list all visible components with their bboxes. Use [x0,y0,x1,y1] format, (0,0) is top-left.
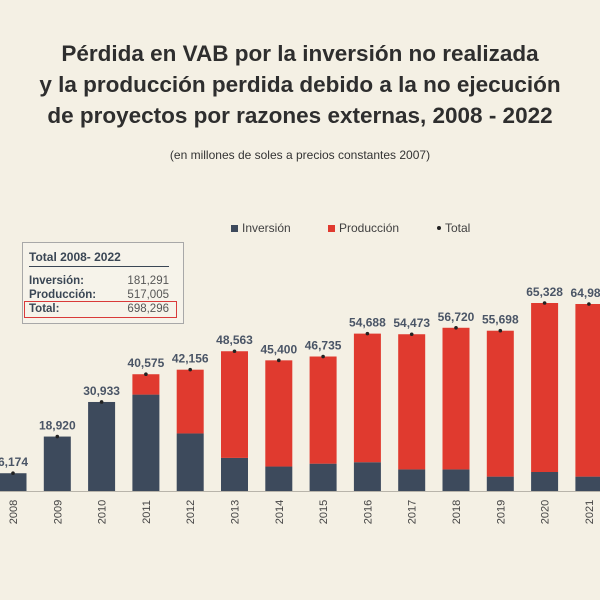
legend-item-total: Total [437,221,470,235]
total-marker [99,400,104,404]
x-tick-label: 2018 [451,500,463,524]
total-marker [232,349,237,354]
x-tick-label: 2020 [540,500,552,524]
legend-item-inversion: Inversión [231,221,291,235]
data-label: 64,982 [571,286,600,300]
summary-label: Producción: [29,289,97,301]
x-tick-label: 2012 [185,500,197,524]
data-label: 55,698 [482,313,519,327]
legend-marker-total [437,226,441,230]
bar-inversion [176,433,204,491]
legend-swatch-inversion [231,224,238,232]
bar-produccion [132,374,160,395]
chart-title: Pérdida en VAB por la inversión no reali… [0,38,600,131]
bar-inversion [531,472,559,491]
total-highlight-frame [24,301,177,318]
legend: Inversión Producción Total [0,221,600,237]
legend-label-total: Total [445,221,471,235]
chart-title-line: de proyectos por razones externas, 2008 … [47,103,553,128]
data-label: 30,933 [83,384,120,398]
x-tick-label: 2014 [274,500,286,524]
data-label: 54,473 [393,316,430,330]
total-marker [144,372,148,377]
total-marker [188,367,192,372]
data-label: 54,688 [349,316,386,330]
data-label: 46,735 [305,339,342,353]
legend-label-produccion: Producción [339,221,400,235]
data-label: 45,400 [260,342,297,356]
bar-produccion [486,330,514,477]
data-label: 18,920 [39,419,76,433]
bar-inversion [353,462,381,491]
bar-produccion [442,327,470,470]
bar-inversion [486,476,514,491]
bar-inversion [43,436,71,491]
total-marker [542,301,547,305]
bar-inversion [88,401,116,491]
bar-produccion [265,360,293,467]
x-tick-label: 2009 [52,500,64,524]
bar-inversion [398,469,426,491]
data-label: 42,156 [172,352,209,366]
bar-inversion [132,394,160,491]
bar-produccion [309,356,337,464]
x-tick-label: 2016 [362,500,374,524]
bar-inversion [309,463,337,491]
data-label: 56,720 [438,310,475,324]
summary-box: Total 2008- 2022 Inversión: 181,291 Prod… [22,242,184,324]
total-marker [587,302,591,306]
summary-title: Total 2008- 2022 [29,250,169,267]
chart-title-line: y la producción perdida debido a la no e… [39,72,561,97]
summary-label: Total: [29,303,60,315]
total-marker [409,332,414,337]
bar-produccion [531,303,559,473]
x-tick-label: 2010 [97,500,109,524]
data-label: 65,328 [526,285,563,299]
bar-inversion [221,457,248,491]
summary-value: 181,291 [127,275,169,287]
x-tick-label: 2008 [8,500,20,524]
data-label: 40,575 [128,356,165,370]
total-marker [365,331,370,336]
x-tick-label: 2019 [495,500,507,524]
data-label: 6,174 [0,455,28,469]
total-marker [321,354,325,359]
total-marker [454,325,458,330]
legend-label-inversion: Inversión [242,221,291,235]
x-tick-label: 2011 [141,500,153,524]
bar-produccion [176,369,204,434]
x-tick-label: 2013 [230,500,242,524]
legend-swatch-produccion [328,224,335,232]
bar-produccion [398,334,426,470]
bar-inversion [442,469,470,491]
bar-inversion [575,476,600,491]
legend-item-produccion: Producción [328,221,399,235]
chart-title-line: Pérdida en VAB por la inversión no reali… [61,41,539,66]
summary-value: 698,296 [127,303,169,315]
x-tick-label: 2015 [318,500,330,524]
data-label: 48,563 [216,333,253,347]
total-marker [498,328,503,333]
bar-produccion [353,333,381,463]
total-marker [277,358,281,363]
bar-inversion [265,466,293,491]
bar-produccion [221,351,248,458]
summary-label: Inversión: [29,275,84,287]
bar-produccion [575,303,600,477]
total-marker [11,471,15,476]
bar-inversion [0,473,27,491]
total-marker [55,434,60,439]
x-tick-label: 2021 [584,500,596,524]
summary-value: 517,005 [127,289,169,301]
x-tick-label: 2017 [407,500,419,524]
chart-subtitle: (en millones de soles a precios constant… [169,148,431,162]
